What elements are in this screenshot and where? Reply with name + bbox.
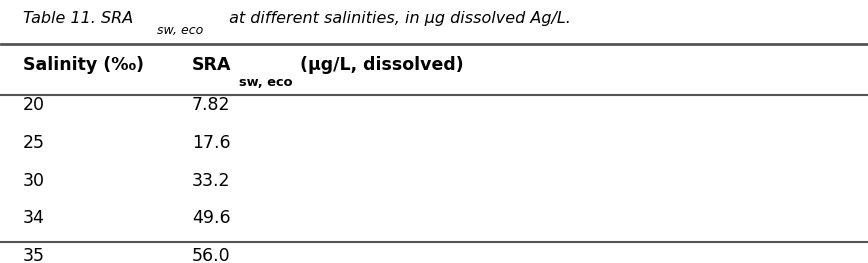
- Text: SRA: SRA: [192, 56, 231, 74]
- Text: 49.6: 49.6: [192, 209, 230, 227]
- Text: 56.0: 56.0: [192, 247, 230, 263]
- Text: 25: 25: [23, 134, 45, 152]
- Text: 35: 35: [23, 247, 45, 263]
- Text: (µg/L, dissolved): (µg/L, dissolved): [294, 56, 464, 74]
- Text: sw, eco: sw, eco: [240, 76, 293, 89]
- Text: 30: 30: [23, 172, 45, 190]
- Text: 7.82: 7.82: [192, 96, 230, 114]
- Text: 17.6: 17.6: [192, 134, 230, 152]
- Text: Table 11. SRA: Table 11. SRA: [23, 11, 134, 26]
- Text: Salinity (‰): Salinity (‰): [23, 56, 144, 74]
- Text: 20: 20: [23, 96, 45, 114]
- Text: at different salinities, in µg dissolved Ag/L.: at different salinities, in µg dissolved…: [224, 11, 570, 26]
- Text: 34: 34: [23, 209, 45, 227]
- Text: sw, eco: sw, eco: [157, 24, 203, 37]
- Text: 33.2: 33.2: [192, 172, 230, 190]
